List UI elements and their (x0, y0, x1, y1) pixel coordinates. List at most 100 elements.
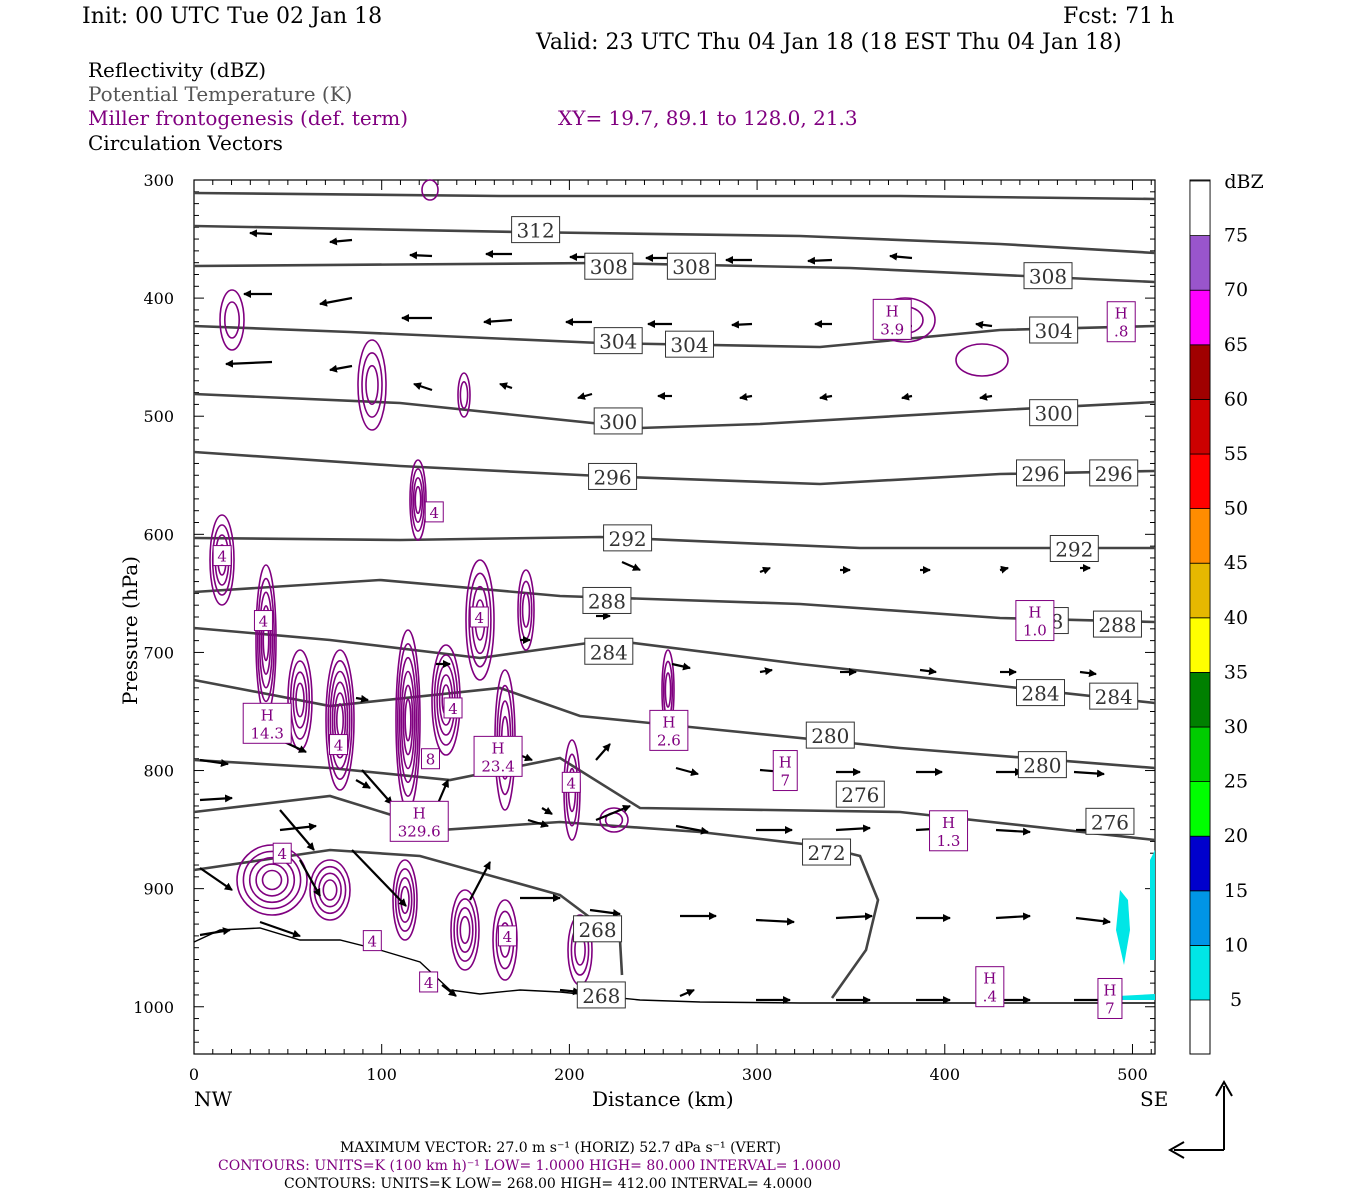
frontogenesis-contour (457, 372, 471, 418)
frontogenesis-label-box (420, 748, 440, 770)
theta-label: 304 (1035, 319, 1073, 343)
frontogenesis-label: 4 (503, 928, 513, 946)
frontogenesis-contour (456, 906, 474, 953)
frontogenesis-contour (309, 859, 351, 921)
theta-label: 292 (1055, 537, 1093, 561)
theta-contour-line (193, 450, 1156, 486)
theta-label: 308 (672, 255, 710, 279)
theta-label-box (1089, 459, 1139, 487)
circulation-vector (901, 392, 913, 401)
theta-label-box (1016, 459, 1066, 487)
frontogenesis-max-box (929, 810, 969, 852)
circulation-vector (919, 667, 937, 676)
frontogenesis-max-box (473, 735, 523, 777)
colorbar-tick-label: 70 (1224, 279, 1248, 301)
y-tick-label: 1000 (133, 998, 174, 1017)
theta-label-box (1089, 682, 1139, 710)
frontogenesis-max-value: 7 (1105, 999, 1115, 1017)
y-tick-label: 300 (143, 171, 174, 190)
circulation-vector (889, 252, 913, 261)
theta-label: 288 (588, 589, 626, 613)
frontogenesis-label-box (497, 925, 517, 947)
frontogenesis-contour (289, 660, 311, 740)
theta-label: 300 (1035, 402, 1073, 426)
frontogenesis-contour (327, 659, 353, 780)
frontogenesis-contour (322, 879, 338, 901)
frontogenesis-contour (219, 289, 245, 351)
theta-label-box (603, 524, 653, 552)
colorbar-tick-label: 50 (1224, 498, 1248, 520)
frontogenesis-max-h: H (662, 713, 675, 731)
circulation-vector (819, 392, 833, 401)
colorbar-segment (1189, 453, 1211, 509)
frontogenesis-max-value: 2.6 (657, 731, 681, 749)
circulation-vector (483, 317, 513, 326)
frontogenesis-contour (261, 869, 283, 891)
frontogenesis-label: 4 (217, 548, 227, 566)
circulation-vector (249, 229, 273, 238)
colorbar-segment (1189, 289, 1211, 346)
frontogenesis-contour (409, 459, 427, 541)
max-vector-text: MAXIMUM VECTOR: 27.0 m s⁻¹ (HORIZ) 52.7 … (340, 1140, 781, 1156)
colorbar-tick-label: 5 (1230, 989, 1242, 1011)
frontogenesis-label-box (272, 842, 292, 864)
x-tick-label: 500 (1117, 1065, 1148, 1084)
frontogenesis-contour (318, 872, 342, 908)
frontogenesis-max-value: 3.9 (880, 320, 904, 338)
circulation-vector (299, 859, 321, 897)
colorbar-tick-label: 40 (1224, 607, 1248, 629)
frontogenesis-max-h: H (886, 302, 899, 320)
frontogenesis-label-box (329, 734, 349, 756)
frontogenesis-label-box (362, 930, 382, 952)
frontogenesis-contour (492, 899, 518, 981)
circulation-vector (199, 927, 231, 937)
frontogenesis-label: 4 (277, 845, 287, 863)
circulation-vector (361, 769, 393, 805)
reflectivity-area (1150, 850, 1155, 960)
colorbar-unit: dBZ (1224, 171, 1263, 193)
frontogenesis-max-h: H (261, 706, 274, 724)
frontogenesis-contour (402, 684, 414, 756)
theta-label: 296 (593, 465, 631, 489)
colorbar-segment (1189, 180, 1211, 236)
theta-label-box (593, 327, 643, 355)
circulation-vector (759, 566, 771, 575)
frontogenesis-contour (292, 671, 308, 729)
frontogenesis-contour (295, 682, 305, 718)
frontogenesis-contour (392, 859, 418, 941)
theta-label: 284 (590, 640, 628, 664)
cross-section-endpoints: XY= 19.7, 89.1 to 128.0, 21.3 (558, 106, 858, 130)
frontogenesis-contour (331, 681, 349, 759)
circulation-vector (675, 766, 699, 777)
circulation-vector (995, 912, 1031, 921)
frontogenesis-max-box (649, 709, 689, 751)
y-tick-label: 800 (143, 762, 174, 781)
frontogenesis-max-value: .8 (1114, 323, 1128, 341)
colorbar-tick-label: 15 (1224, 880, 1248, 902)
frontogenesis-contour (404, 698, 412, 742)
frontogenesis-contour (242, 850, 302, 910)
theta-contour-line (193, 392, 1156, 430)
colorbar-tick-label: 45 (1224, 552, 1248, 574)
theta-contour-line (193, 578, 1156, 624)
theta-label-box (1049, 534, 1099, 562)
circulation-vector (975, 320, 993, 329)
circulation-vector (759, 667, 773, 676)
theta-label-box (511, 216, 561, 244)
frontogenesis-contour (459, 380, 469, 409)
frontogenesis-contour (361, 352, 383, 418)
frontogenesis-contour (365, 364, 379, 406)
colorbar-segment (1189, 617, 1211, 673)
theta-label: 280 (1023, 754, 1061, 778)
frontogenesis-max-h: H (1103, 981, 1116, 999)
frontogenesis-contour (400, 670, 416, 770)
theta-label-box (665, 330, 715, 358)
colorbar-segment (1189, 726, 1211, 782)
frontogenesis-contour (325, 649, 355, 791)
circulation-vector (499, 382, 513, 391)
frontogenesis-max-box (242, 702, 292, 744)
x-tick-label: 400 (930, 1065, 961, 1084)
frontogenesis-max-h: H (779, 754, 792, 772)
theta-label: 308 (590, 255, 628, 279)
frontogenesis-max-box (975, 966, 1005, 1008)
